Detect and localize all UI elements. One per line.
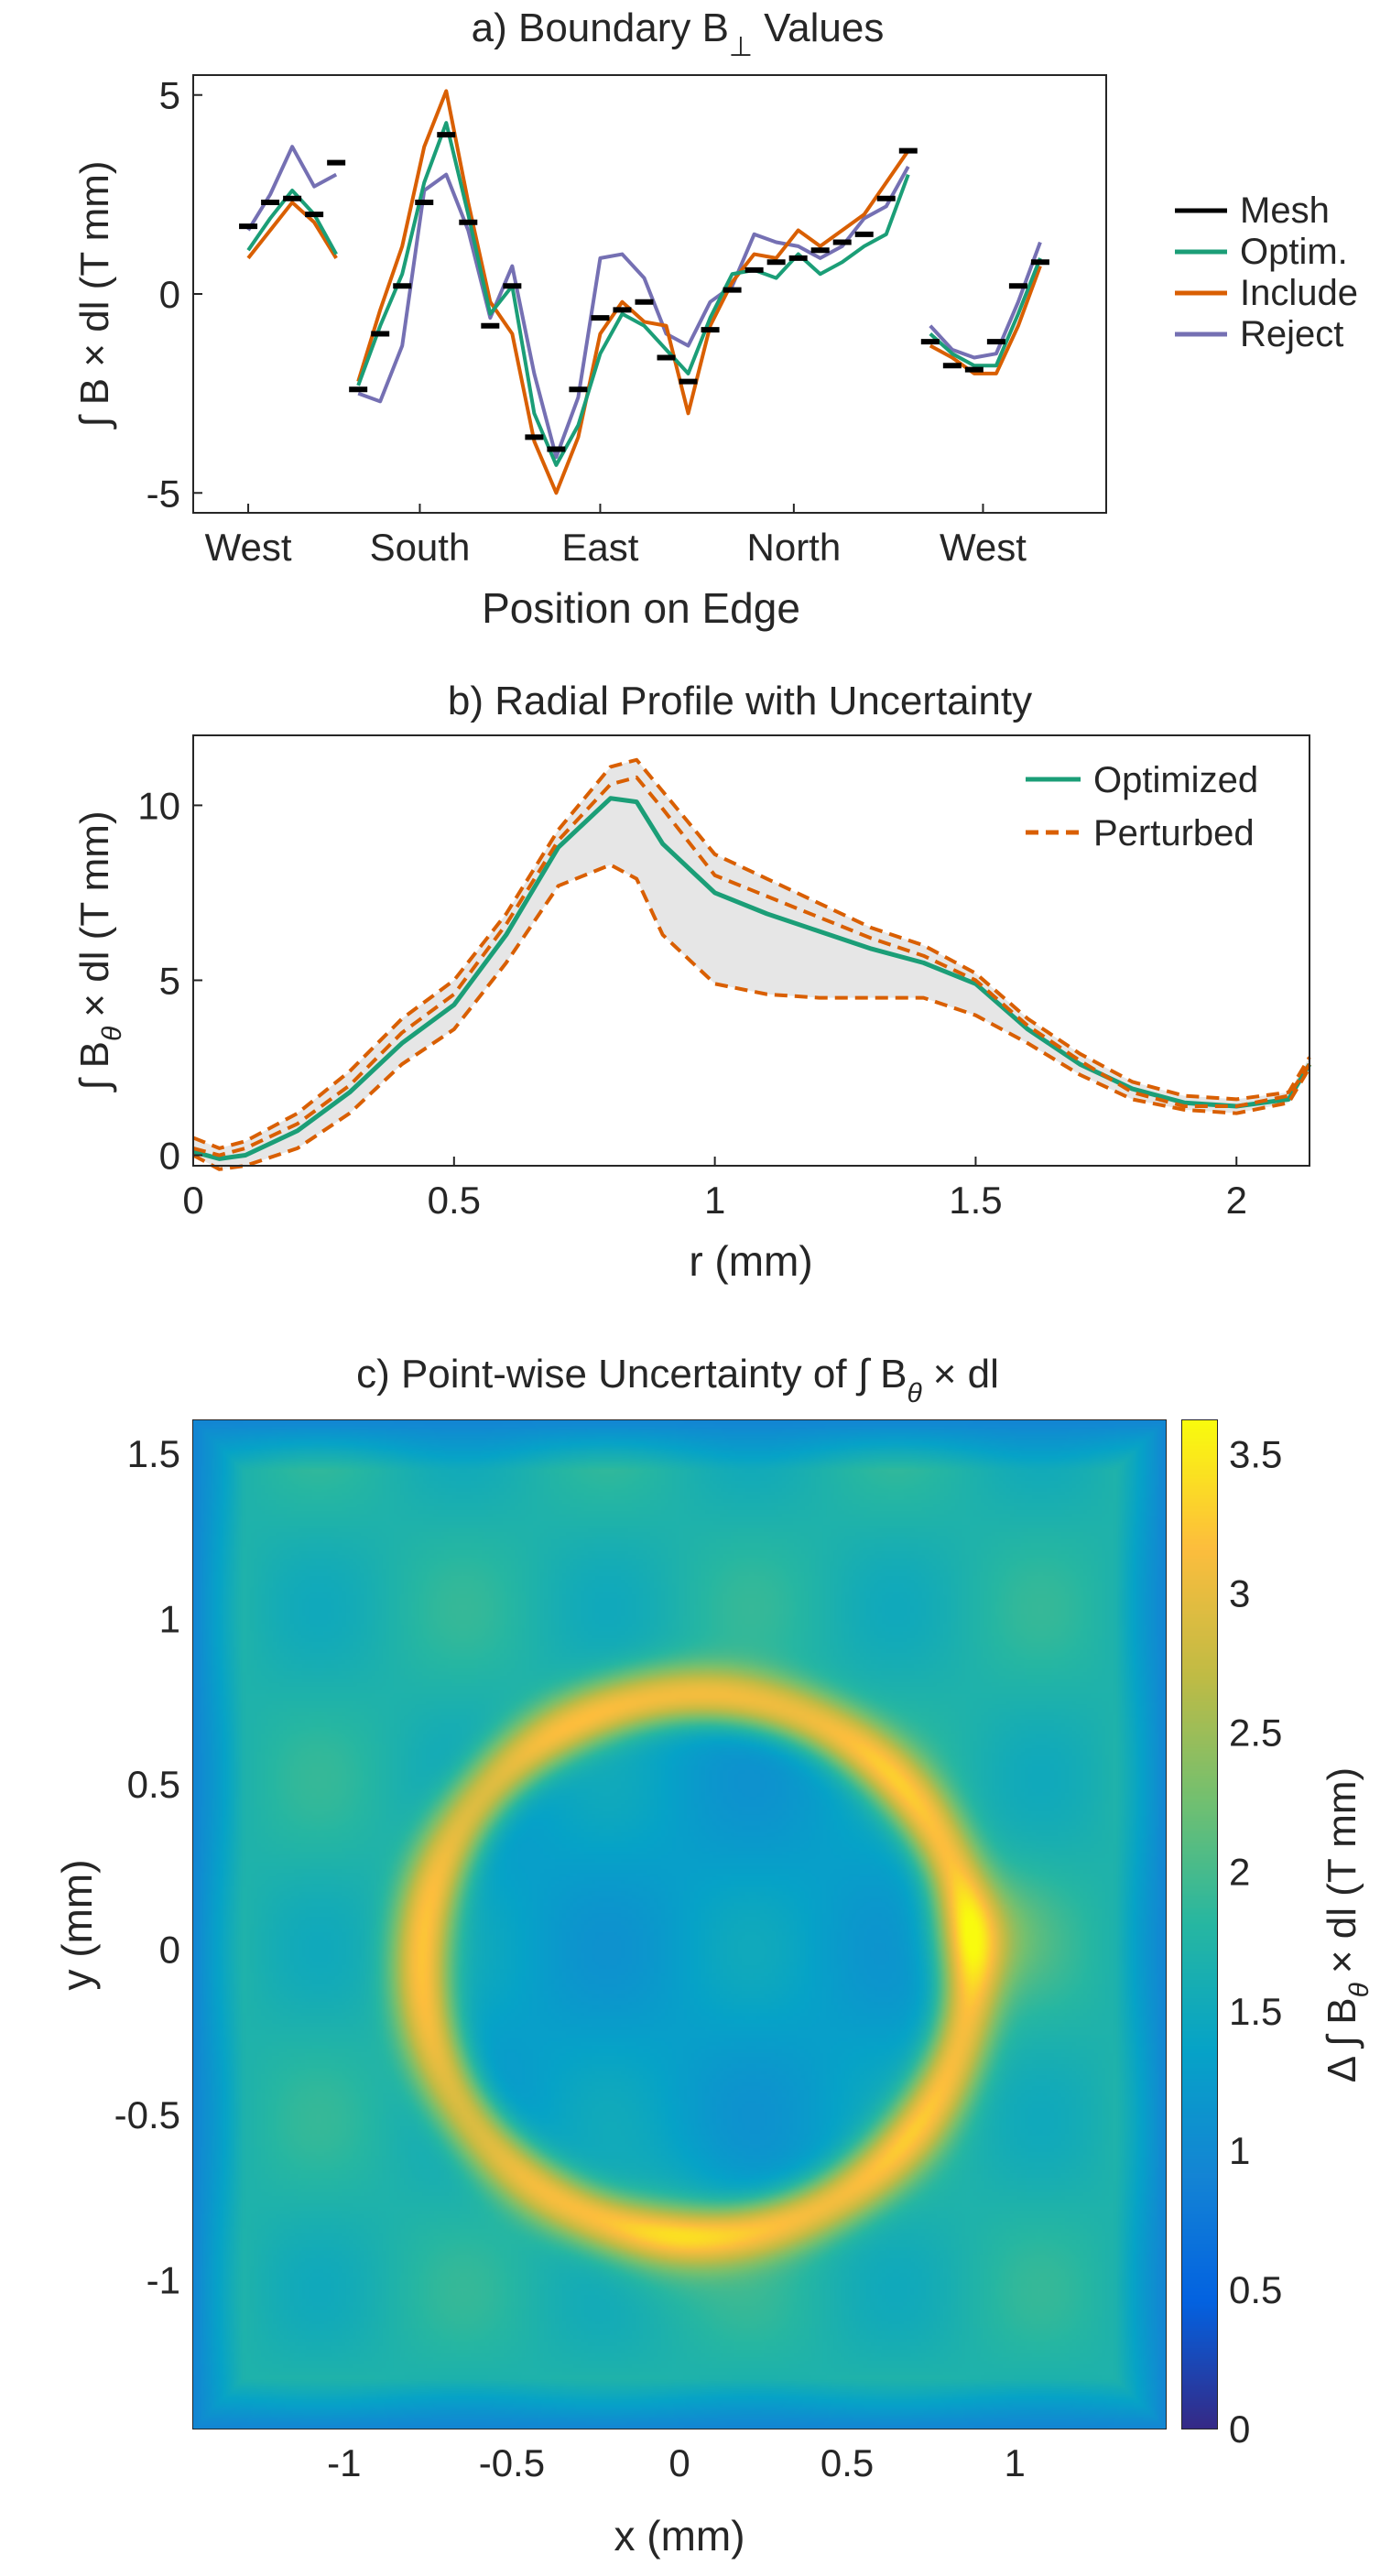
- uncertainty-heatmap: [193, 1420, 1166, 2429]
- a-line-reject-seg0: [246, 145, 338, 232]
- panel-a-mesh-markers: [239, 132, 1049, 452]
- c-ytick-label-0: -1: [147, 2259, 180, 2302]
- legend-optimized-label: Optimized: [1093, 760, 1258, 800]
- a-legend-label-3: Reject: [1240, 314, 1343, 354]
- colorbar-tick-label-7: 3.5: [1229, 1432, 1282, 1475]
- b-xtick-label-2: 1: [704, 1179, 725, 1222]
- c-ytick-label-5: 1.5: [127, 1432, 180, 1475]
- panel-a-plot-area: [192, 74, 1107, 514]
- colorbar-tick-label-4: 2: [1229, 1851, 1250, 1894]
- panel-a-ylabel: ∫ B × dl (T mm): [72, 160, 117, 429]
- b-line-optimized: [192, 796, 1312, 1161]
- panel-b-ticks: 0 0.5 1 1.5 2 0 5 10: [137, 784, 1247, 1222]
- b-xtick-label-4: 2: [1226, 1179, 1247, 1222]
- a-line-include-seg0: [246, 201, 338, 260]
- colorbar-tick-label-3: 1.5: [1229, 1990, 1282, 2033]
- c-xtick-label-1: -0.5: [479, 2441, 545, 2484]
- panel-b-title: b) Radial Profile with Uncertainty: [448, 679, 1032, 723]
- b-line-perturbed-upper: [192, 757, 1311, 1150]
- a-xtick-label-1: South: [370, 526, 471, 569]
- panel-b-legend-box: [1009, 749, 1300, 861]
- a-line-reject-seg1: [357, 165, 910, 460]
- a-legend-label-2: Include: [1240, 273, 1358, 313]
- a-ytick-label-2: -5: [147, 472, 180, 515]
- panel-a-series: [246, 89, 1042, 495]
- panel-b-uncertainty-band: [193, 759, 1309, 1169]
- a-xtick-label-2: East: [561, 526, 638, 569]
- panel-b-radial-profile: b) Radial Profile with Uncertainty 0 0.5 1…: [72, 679, 1312, 1285]
- panel-a-ticks: 5 0 -5 West South East North West: [147, 74, 1027, 569]
- a-line-reject-seg2: [929, 241, 1042, 360]
- a-xtick-label-0: West: [205, 526, 292, 569]
- c-xtick-label-3: 0.5: [820, 2441, 874, 2484]
- c-xtick-label-0: -1: [327, 2441, 361, 2484]
- panel-b-legend: Optimized Perturbed: [1009, 749, 1300, 861]
- c-xtick-label-2: 0: [668, 2441, 690, 2484]
- c-ytick-label-1: -0.5: [114, 2093, 180, 2136]
- b-xtick-label-1: 0.5: [428, 1179, 481, 1222]
- b-xtick-label-0: 0: [182, 1179, 203, 1222]
- a-xtick-label-3: North: [747, 526, 842, 569]
- panel-c-ticks: -1 -0.5 0 0.5 1 -1 -0.5 0 0.5 1 1.5: [114, 1432, 1026, 2484]
- b-line-perturbed-lower: [192, 863, 1311, 1171]
- b-ytick-label-1: 5: [159, 959, 180, 1002]
- colorbar-tick-label-1: 0.5: [1229, 2268, 1282, 2311]
- colorbar-tick-label-0: 0: [1229, 2408, 1250, 2451]
- colorbar-tick-label-5: 2.5: [1229, 1712, 1282, 1755]
- panel-c-ylabel: y (mm): [53, 1859, 101, 1990]
- panel-a-title: a) Boundary B⊥ Values: [472, 5, 885, 62]
- a-line-include-seg2: [929, 265, 1042, 375]
- panel-c-xlabel: x (mm): [614, 2512, 744, 2560]
- colorbar-tick-label-6: 3: [1229, 1572, 1250, 1615]
- a-line-optim-seg1: [356, 121, 910, 467]
- b-xtick-label-3: 1.5: [949, 1179, 1002, 1222]
- a-legend-label-0: Mesh: [1240, 190, 1330, 231]
- a-line-include-seg1: [356, 89, 910, 495]
- colorbar-label: Δ ∫ Bθ× dl (T mm): [1320, 1767, 1375, 2082]
- c-ytick-label-2: 0: [159, 1929, 180, 1972]
- legend-perturbed-label: Perturbed: [1093, 813, 1255, 853]
- b-ytick-label-0: 0: [159, 1135, 180, 1178]
- panel-a-boundary-values: a) Boundary B⊥ Values 5 0 -5 West South East No…: [72, 5, 1358, 632]
- a-line-optim-seg0: [246, 189, 338, 255]
- a-ytick-label-1: 0: [159, 273, 180, 316]
- b-ytick-label-2: 10: [137, 784, 180, 827]
- panel-b-ylabel: ∫ Bθ× dl (T mm): [72, 810, 127, 1092]
- panel-b-series: [192, 757, 1312, 1171]
- panel-c-title: c) Point-wise Uncertainty of ∫ Bθ × dl: [356, 1352, 999, 1408]
- a-line-optim-seg2: [929, 257, 1042, 368]
- a-xtick-label-4: West: [940, 526, 1027, 569]
- colorbar-gradient: [1182, 1420, 1217, 2429]
- a-legend-label-1: Optim.: [1240, 232, 1348, 272]
- colorbar-tick-label-2: 1: [1229, 2129, 1250, 2172]
- c-ytick-label-4: 1: [159, 1598, 180, 1641]
- panel-a-xlabel: Position on Edge: [482, 584, 800, 632]
- panel-b-xlabel: r (mm): [689, 1237, 812, 1285]
- c-ytick-label-3: 0.5: [127, 1763, 180, 1806]
- a-ytick-label-0: 5: [159, 74, 180, 117]
- c-xtick-label-4: 1: [1005, 2441, 1026, 2484]
- colorbar-ticks: 0 0.5 1 1.5 2 2.5 3 3.5: [1208, 1432, 1282, 2451]
- b-line-perturbed-mid: [192, 775, 1311, 1158]
- b-band-fill: [193, 759, 1309, 1169]
